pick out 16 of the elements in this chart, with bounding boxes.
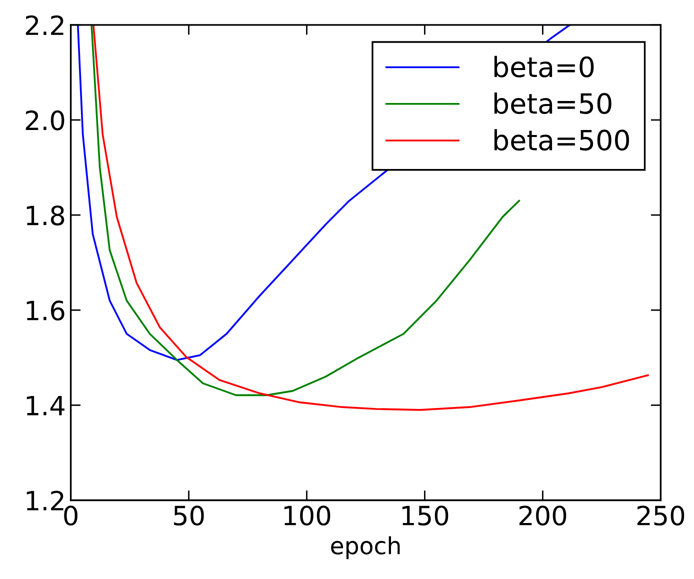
y-tick-label: 1.2 <box>26 490 64 510</box>
y-tick-label: 1.8 <box>26 205 64 226</box>
y-tick-label: 2.0 <box>26 110 64 130</box>
x-axis-title: epoch <box>331 536 400 560</box>
x-tick-label: 200 <box>519 506 566 526</box>
legend-label: beta=50 <box>494 92 612 114</box>
legend-label: beta=0 <box>494 56 594 78</box>
x-tick-label: 150 <box>402 506 448 526</box>
x-tick-label: 100 <box>284 506 330 526</box>
y-tick-label: 1.4 <box>26 396 64 416</box>
legend-label: beta=500 <box>494 129 630 151</box>
y-tick-label: 2.2 <box>26 15 64 35</box>
x-tick-label: 0 <box>64 506 78 526</box>
y-tick-label: 1.6 <box>26 300 64 321</box>
x-tick-label: 250 <box>637 506 684 526</box>
x-tick-label: 50 <box>174 506 204 526</box>
